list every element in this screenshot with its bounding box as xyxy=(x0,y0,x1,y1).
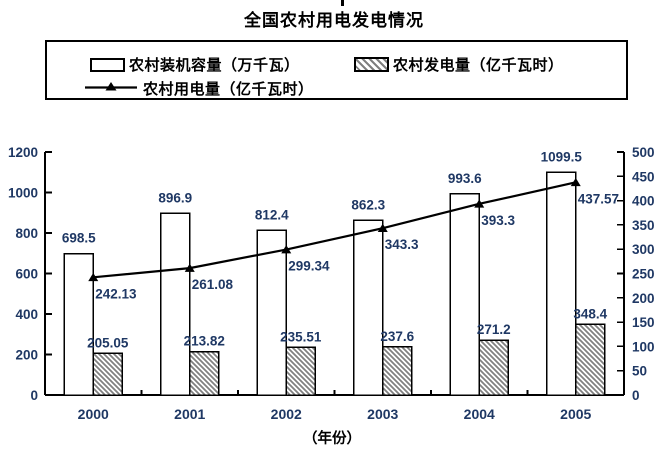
legend-label-installed-capacity: 农村装机容量（万千瓦） xyxy=(129,57,300,74)
capacity-bar-2000 xyxy=(63,252,94,396)
consumption-marker-2000 xyxy=(88,272,99,282)
right-axis-tick-label: 50 xyxy=(632,364,647,379)
generation-bar-2001 xyxy=(189,350,220,396)
generation-bar-2005 xyxy=(575,323,606,396)
right-axis-tick-label: 150 xyxy=(632,315,655,330)
year-label-2001: 2001 xyxy=(174,406,205,422)
generation-label-2002: 235.51 xyxy=(280,329,322,344)
legend-item-generation: 农村发电量（亿千瓦时） xyxy=(354,54,564,75)
right-axis-tick-label: 400 xyxy=(632,194,655,209)
year-label-2004: 2004 xyxy=(464,406,495,422)
consumption-label-2003: 343.3 xyxy=(385,237,419,252)
x-axis-title: （年份） xyxy=(303,429,361,447)
left-axis-tick-label: 600 xyxy=(15,267,38,282)
consumption-label-2005: 437.57 xyxy=(578,191,619,206)
right-axis-tick-label: 300 xyxy=(632,242,655,257)
year-label-2003: 2003 xyxy=(367,406,398,422)
capacity-label-2002: 812.4 xyxy=(255,207,289,222)
right-axis-tick-label: 350 xyxy=(632,218,655,233)
legend: 农村装机容量（万千瓦） 农村发电量（亿千瓦时） 农村用电量（亿千瓦时） xyxy=(45,40,628,100)
capacity-label-2001: 896.9 xyxy=(158,190,192,205)
capacity-label-2005: 1099.5 xyxy=(541,149,583,164)
left-axis-tick-label: 800 xyxy=(15,226,38,241)
consumption-marker-2005 xyxy=(570,177,581,187)
line-triangle-swatch xyxy=(85,80,137,98)
left-axis-tick-label: 400 xyxy=(15,307,38,322)
generation-bar-2003 xyxy=(382,346,413,396)
consumption-label-2004: 393.3 xyxy=(481,213,515,228)
legend-item-consumption: 农村用电量（亿千瓦时） xyxy=(85,78,314,99)
chart-title: 全国农村用电发电情况 xyxy=(244,11,424,30)
top-crop-mark xyxy=(341,0,344,6)
year-label-2000: 2000 xyxy=(78,406,109,422)
left-axis-tick-label: 0 xyxy=(30,388,38,403)
left-axis-tick-label: 1000 xyxy=(8,186,38,201)
legend-label-consumption: 农村用电量（亿千瓦时） xyxy=(143,81,314,98)
consumption-marker-2004 xyxy=(474,199,485,208)
right-axis-tick-label: 250 xyxy=(632,267,655,282)
year-label-2005: 2005 xyxy=(560,406,591,422)
consumption-marker-2003 xyxy=(377,223,388,232)
capacity-label-2000: 698.5 xyxy=(62,231,96,246)
capacity-bar-2004 xyxy=(449,193,480,396)
capacity-bar-2003 xyxy=(353,219,384,396)
right-axis-tick-label: 0 xyxy=(632,388,640,403)
generation-label-2003: 237.6 xyxy=(380,329,414,344)
right-axis-tick-label: 450 xyxy=(632,169,655,184)
year-label-2002: 2002 xyxy=(271,406,302,422)
capacity-label-2003: 862.3 xyxy=(351,197,385,212)
capacity-bar-2002 xyxy=(256,229,287,396)
generation-label-2000: 205.05 xyxy=(87,335,129,350)
generation-label-2005: 348.4 xyxy=(573,306,607,321)
right-axis-tick-label: 100 xyxy=(632,339,655,354)
right-axis-tick-label: 500 xyxy=(632,145,655,160)
legend-label-generation: 农村发电量（亿千瓦时） xyxy=(393,57,564,74)
consumption-label-2002: 299.34 xyxy=(288,259,330,274)
generation-bar-2004 xyxy=(478,339,509,396)
consumption-label-2001: 261.08 xyxy=(192,277,234,292)
generation-label-2001: 213.82 xyxy=(184,334,225,349)
white-bar-swatch xyxy=(90,57,125,72)
left-axis-tick-label: 200 xyxy=(15,348,38,363)
consumption-marker-2001 xyxy=(184,263,195,272)
right-axis-tick-label: 200 xyxy=(632,291,655,306)
left-axis-tick-label: 1200 xyxy=(8,145,38,160)
legend-item-installed-capacity: 农村装机容量（万千瓦） xyxy=(90,54,300,75)
generation-bar-2002 xyxy=(285,346,316,396)
consumption-marker-2002 xyxy=(281,245,292,254)
generation-label-2004: 271.2 xyxy=(477,322,511,337)
capacity-bar-2005 xyxy=(546,171,577,396)
consumption-line xyxy=(93,181,576,279)
capacity-bar-2001 xyxy=(160,212,191,396)
hatched-bar-swatch xyxy=(354,57,389,72)
capacity-label-2004: 993.6 xyxy=(448,171,482,186)
consumption-label-2000: 242.13 xyxy=(95,286,137,301)
generation-bar-2000 xyxy=(92,352,123,396)
